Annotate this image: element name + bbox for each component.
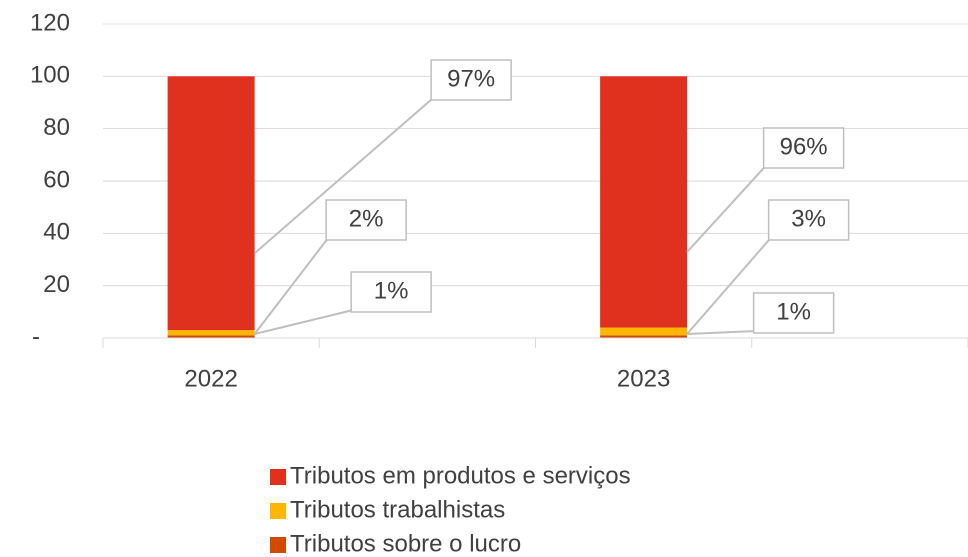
y-tick-label: 20	[43, 271, 70, 298]
label-box	[325, 199, 407, 241]
y-tick-label: 60	[43, 166, 70, 193]
leader-line	[686, 237, 772, 335]
data-label: 97%	[447, 65, 495, 92]
legend-label: Tributos em produtos e serviços	[290, 462, 631, 489]
y-tick-label: 40	[43, 219, 70, 246]
data-label: 1%	[776, 298, 811, 325]
leader-line	[254, 309, 354, 335]
legend-swatch	[270, 537, 286, 553]
bar-segment	[167, 330, 255, 336]
data-label: 96%	[780, 133, 828, 160]
label-box	[350, 271, 432, 313]
bar-segment	[600, 335, 688, 338]
legend-swatch	[270, 469, 286, 485]
y-tick-label: 80	[43, 114, 70, 141]
leader-line	[253, 237, 329, 335]
data-label: 1%	[374, 277, 409, 304]
legend-label: Tributos sobre o lucro	[290, 530, 521, 557]
legend-label: Tributos trabalhistas	[290, 496, 505, 523]
leader-line	[687, 330, 756, 335]
y-tick-label: 120	[30, 9, 70, 36]
data-label: 2%	[349, 205, 384, 232]
bar-segment	[600, 76, 688, 328]
x-tick-label: 2023	[617, 365, 670, 392]
x-tick-label: 2022	[184, 365, 237, 392]
legend-swatch	[270, 503, 286, 519]
bar-segment	[600, 327, 688, 336]
leader-line	[253, 97, 434, 254]
y-tick-label: 100	[30, 62, 70, 89]
bar-segment	[167, 76, 255, 331]
label-box	[752, 292, 835, 334]
label-box	[767, 199, 850, 241]
leader-line	[686, 165, 767, 253]
y-tick-label: -	[32, 323, 40, 350]
data-label: 3%	[791, 205, 826, 232]
label-box	[762, 127, 845, 169]
label-box	[430, 59, 512, 101]
bar-segment	[167, 335, 255, 338]
